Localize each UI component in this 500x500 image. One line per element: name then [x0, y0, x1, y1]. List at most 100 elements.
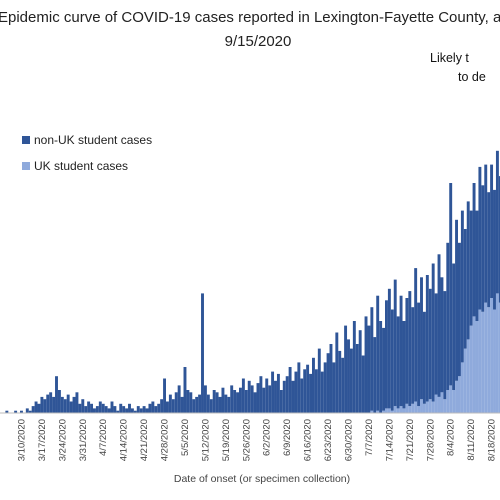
- bar: [195, 396, 199, 413]
- x-tick-label: 4/28/2020: [160, 419, 171, 461]
- legend-label: UK student cases: [34, 159, 128, 173]
- bar: [387, 288, 391, 409]
- bar: [300, 378, 304, 413]
- bar: [344, 325, 348, 413]
- x-tick-label: 4/7/2020: [98, 419, 109, 456]
- bar: [493, 189, 496, 310]
- bar: [43, 399, 47, 413]
- bar: [390, 309, 394, 411]
- bar: [34, 401, 38, 413]
- bar: [417, 406, 421, 413]
- chart-subtitle: 9/15/2020: [225, 33, 292, 50]
- x-tick-label: 7/14/2020: [384, 419, 395, 461]
- bar: [119, 403, 123, 413]
- bar: [5, 410, 9, 413]
- bar: [98, 401, 102, 413]
- bar: [370, 307, 374, 411]
- bar: [224, 394, 228, 413]
- x-tick-label: 6/23/2020: [323, 419, 334, 461]
- bar: [361, 355, 365, 413]
- chart-title: Epidemic curve of COVID-19 cases reporte…: [0, 9, 500, 26]
- bar: [233, 390, 237, 413]
- bar: [259, 376, 263, 413]
- bar: [472, 183, 476, 317]
- bar: [452, 263, 456, 390]
- bar: [449, 183, 453, 386]
- bar: [63, 399, 67, 413]
- bar: [373, 337, 377, 413]
- bar: [431, 263, 435, 402]
- bar: [364, 316, 368, 413]
- bar: [390, 410, 394, 413]
- bar: [166, 401, 169, 413]
- bar: [25, 408, 29, 413]
- bar: [268, 385, 272, 413]
- bar: [487, 307, 491, 413]
- x-tick-label: 7/28/2020: [425, 419, 436, 461]
- bar: [387, 408, 391, 413]
- bar: [221, 387, 225, 413]
- bar: [475, 321, 479, 413]
- bar: [341, 357, 345, 413]
- bar: [405, 403, 409, 413]
- x-tick-label: 8/11/2020: [466, 419, 477, 461]
- bar: [306, 364, 310, 413]
- bar: [475, 210, 479, 321]
- x-tick-label: 7/7/2020: [364, 419, 375, 456]
- bar: [460, 210, 464, 363]
- bar: [81, 399, 85, 413]
- bar: [291, 380, 295, 413]
- bar: [493, 309, 496, 413]
- bar: [133, 410, 137, 413]
- bar: [498, 176, 500, 303]
- bar: [466, 201, 470, 340]
- bar: [271, 371, 275, 413]
- bar: [463, 348, 467, 413]
- bar: [370, 410, 374, 413]
- bar: [469, 325, 473, 413]
- bar: [422, 403, 426, 413]
- x-tick-label: 5/12/2020: [200, 419, 211, 461]
- bar: [399, 295, 403, 407]
- bar: [396, 408, 400, 413]
- bar: [332, 362, 336, 413]
- bar: [95, 406, 99, 413]
- x-tick-label: 7/21/2020: [405, 419, 416, 461]
- bar: [428, 288, 432, 400]
- bar: [198, 394, 202, 413]
- bar: [495, 293, 499, 413]
- bar: [312, 357, 315, 413]
- bar: [396, 316, 400, 409]
- bar: [69, 401, 73, 413]
- bar: [323, 362, 327, 413]
- bar: [297, 362, 301, 413]
- bar: [218, 396, 222, 413]
- x-tick-label: 6/2/2020: [262, 419, 273, 456]
- bar: [244, 390, 248, 413]
- bar: [239, 387, 242, 413]
- bar: [262, 387, 266, 413]
- bar: [449, 385, 453, 413]
- bar: [90, 403, 93, 413]
- x-tick-label: 5/26/2020: [241, 419, 252, 461]
- bar: [455, 219, 458, 381]
- bar: [139, 408, 143, 413]
- bar: [414, 401, 418, 413]
- bar: [31, 406, 35, 413]
- bar: [385, 300, 388, 409]
- bar: [157, 403, 161, 413]
- bar: [160, 399, 164, 413]
- bar: [484, 164, 488, 303]
- bar: [37, 403, 41, 413]
- bar: [414, 268, 418, 402]
- bar: [347, 339, 350, 413]
- bar: [358, 330, 362, 413]
- bar: [326, 353, 330, 413]
- bar: [478, 166, 482, 310]
- bar: [110, 401, 114, 413]
- bar: [382, 410, 385, 413]
- bar: [431, 401, 435, 413]
- bar: [274, 380, 277, 413]
